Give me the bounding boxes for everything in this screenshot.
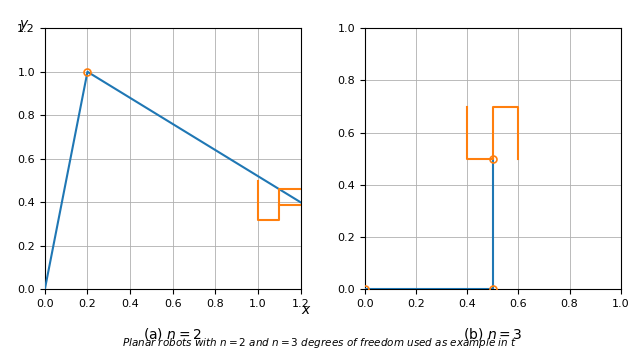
Text: (a) $n = 2$: (a) $n = 2$ bbox=[143, 326, 202, 342]
Text: x: x bbox=[301, 303, 309, 317]
Text: Planar robots with $n = 2$ and $n = 3$ degrees of freedom used as example in t: Planar robots with $n = 2$ and $n = 3$ d… bbox=[122, 336, 518, 350]
Text: y: y bbox=[19, 17, 28, 31]
Text: (b) $n = 3$: (b) $n = 3$ bbox=[463, 326, 523, 342]
